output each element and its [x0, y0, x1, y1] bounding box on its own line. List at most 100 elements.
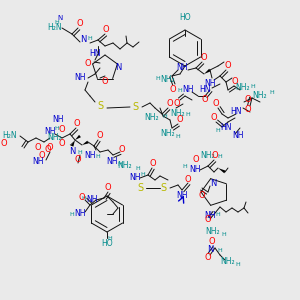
Text: O: O: [205, 254, 211, 262]
Polygon shape: [218, 168, 226, 173]
Text: H: H: [222, 232, 226, 236]
Text: O: O: [103, 26, 109, 34]
Text: H: H: [178, 88, 182, 92]
Text: HN: HN: [89, 49, 101, 58]
Text: H: H: [236, 262, 240, 268]
Text: O: O: [212, 151, 218, 160]
Text: NH: NH: [84, 151, 96, 160]
Text: O: O: [105, 184, 111, 193]
Text: NH: NH: [74, 209, 86, 218]
Text: O: O: [205, 215, 211, 224]
Text: O: O: [77, 20, 83, 28]
Text: H: H: [186, 112, 190, 118]
Text: H: H: [82, 196, 86, 200]
Text: O: O: [199, 190, 205, 200]
Text: NH: NH: [176, 191, 188, 200]
Text: H₂N: H₂N: [48, 23, 62, 32]
Text: O: O: [245, 95, 251, 104]
Text: NH₂: NH₂: [253, 91, 267, 100]
Text: NH₂: NH₂: [206, 227, 220, 236]
Text: NH: NH: [182, 85, 194, 94]
Text: H: H: [136, 166, 140, 170]
Text: H: H: [141, 172, 146, 176]
Text: O: O: [39, 151, 45, 160]
Polygon shape: [72, 142, 73, 143]
Text: H: H: [216, 212, 220, 217]
Text: NH: NH: [129, 173, 141, 182]
Text: O: O: [75, 155, 81, 164]
Text: O: O: [201, 52, 207, 62]
Text: H: H: [218, 248, 222, 253]
Text: HO: HO: [101, 239, 113, 248]
Text: NH: NH: [204, 211, 216, 220]
Text: O: O: [170, 85, 176, 94]
Text: N: N: [69, 148, 75, 157]
Text: NH₂: NH₂: [48, 134, 62, 142]
Text: NH₂: NH₂: [171, 109, 185, 118]
Text: NH: NH: [106, 158, 118, 166]
Text: H: H: [183, 164, 188, 169]
Text: HN: HN: [220, 124, 232, 133]
Text: O: O: [213, 100, 219, 109]
Text: H: H: [156, 76, 161, 80]
Text: O: O: [167, 100, 173, 109]
Polygon shape: [82, 141, 89, 145]
Text: H: H: [55, 20, 59, 25]
Text: NH₂: NH₂: [236, 83, 250, 92]
Text: O: O: [1, 139, 7, 148]
Text: NH: NH: [44, 128, 56, 136]
Polygon shape: [70, 144, 72, 146]
Text: O: O: [245, 106, 251, 115]
Text: N: N: [80, 35, 86, 44]
Text: H: H: [55, 125, 59, 130]
Text: H₂N: H₂N: [3, 130, 17, 140]
Text: O: O: [119, 145, 125, 154]
Text: HO: HO: [179, 14, 191, 22]
Text: NH₂: NH₂: [221, 257, 235, 266]
Text: O: O: [45, 146, 51, 154]
Text: HN: HN: [230, 107, 242, 116]
Text: S: S: [137, 183, 143, 193]
Text: H: H: [118, 163, 122, 167]
Text: O: O: [47, 143, 53, 152]
Text: S: S: [160, 183, 166, 193]
Text: NH: NH: [189, 166, 201, 175]
Text: O: O: [74, 119, 80, 128]
Text: NH: NH: [232, 131, 244, 140]
Text: O: O: [150, 158, 156, 167]
Text: O: O: [232, 77, 238, 86]
Text: N: N: [115, 64, 121, 73]
Text: NH: NH: [86, 196, 98, 205]
Text: O: O: [211, 113, 217, 122]
Text: S: S: [97, 101, 103, 111]
Text: H: H: [270, 89, 274, 94]
Text: N: N: [207, 245, 213, 254]
Text: NH₂: NH₂: [201, 151, 215, 160]
Text: H: H: [96, 154, 100, 160]
Text: NH₂: NH₂: [118, 160, 132, 169]
Text: H: H: [163, 113, 167, 119]
Text: NH: NH: [74, 74, 86, 82]
Text: HN: HN: [199, 85, 211, 94]
Text: O: O: [35, 143, 41, 152]
Text: O: O: [102, 77, 108, 86]
Text: O: O: [193, 155, 199, 164]
Text: S: S: [132, 102, 138, 112]
Text: H: H: [78, 149, 82, 154]
Text: N: N: [57, 15, 63, 21]
Text: NH: NH: [32, 158, 44, 166]
Text: O: O: [185, 175, 191, 184]
Polygon shape: [75, 135, 81, 140]
Text: NH₂: NH₂: [145, 113, 159, 122]
Text: NH₂: NH₂: [161, 76, 175, 85]
Text: O: O: [209, 238, 215, 247]
Text: O: O: [85, 59, 91, 68]
Text: O: O: [97, 131, 103, 140]
Text: H: H: [70, 212, 74, 217]
Text: O: O: [59, 139, 65, 148]
Polygon shape: [71, 140, 75, 147]
Text: NH: NH: [52, 116, 64, 124]
Text: O: O: [202, 95, 208, 104]
Text: H: H: [218, 154, 222, 160]
Polygon shape: [71, 143, 72, 145]
